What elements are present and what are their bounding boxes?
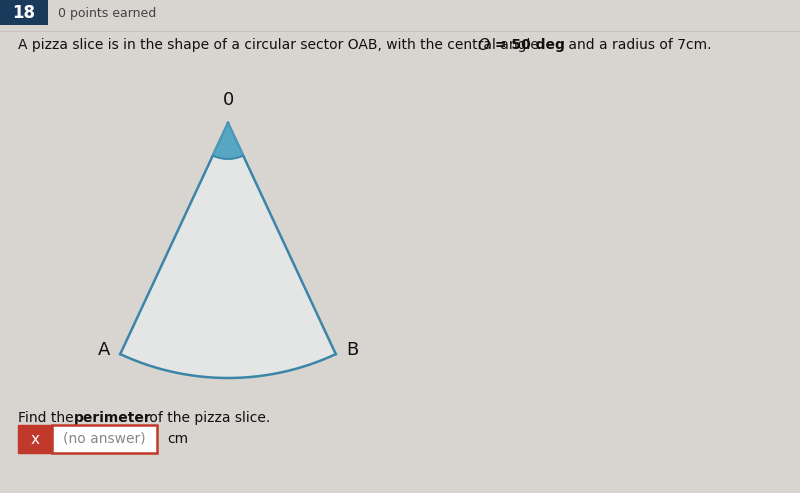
Text: A pizza slice is in the shape of a circular sector OAB, with the central angle: A pizza slice is in the shape of a circu…: [18, 38, 543, 52]
Text: (no answer): (no answer): [62, 432, 146, 446]
Text: $O$: $O$: [477, 37, 490, 53]
Text: 0: 0: [222, 91, 234, 109]
Text: x: x: [30, 431, 39, 447]
FancyBboxPatch shape: [52, 425, 157, 453]
Text: Find the: Find the: [18, 411, 78, 425]
FancyBboxPatch shape: [18, 425, 52, 453]
Text: 18: 18: [13, 4, 35, 22]
Text: perimeter: perimeter: [74, 411, 152, 425]
Text: = 50 deg: = 50 deg: [490, 38, 565, 52]
Text: of the pizza slice.: of the pizza slice.: [145, 411, 270, 425]
Text: 0 points earned: 0 points earned: [58, 6, 156, 20]
Text: cm: cm: [167, 432, 188, 446]
FancyBboxPatch shape: [0, 0, 48, 25]
Text: and a radius of 7cm.: and a radius of 7cm.: [564, 38, 711, 52]
Text: B: B: [346, 341, 358, 359]
Text: A: A: [98, 341, 110, 359]
Polygon shape: [213, 123, 243, 159]
Polygon shape: [120, 123, 336, 378]
